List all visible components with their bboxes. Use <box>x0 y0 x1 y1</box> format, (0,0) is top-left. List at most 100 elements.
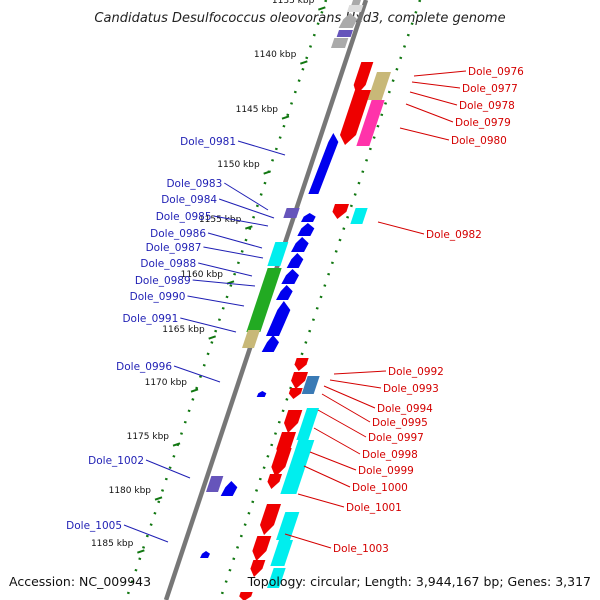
gene-label-right: Dole_0978 <box>459 100 515 112</box>
gene-label-left: Dole_0991 <box>122 313 178 325</box>
leader-line <box>284 533 332 549</box>
tick-label: 1150 kbp <box>217 160 260 170</box>
tick-mark <box>154 496 163 501</box>
forward-gene <box>297 223 315 236</box>
gene-label-right: Dole_0995 <box>372 417 428 429</box>
reverse-gene <box>267 568 286 588</box>
tick-label: 1160 kbp <box>181 270 224 280</box>
forward-gene <box>242 330 261 348</box>
forward-gene <box>291 237 309 252</box>
reverse-gene <box>340 90 372 145</box>
topology-text: Topology: circular; Length: 3,944,167 bp… <box>247 574 591 589</box>
reverse-gene <box>239 592 253 600</box>
forward-gene <box>336 30 354 37</box>
reverse-gene <box>271 448 292 477</box>
forward-gene <box>261 335 280 352</box>
forward-gene <box>286 253 304 268</box>
leader-line <box>198 262 253 277</box>
tick-mark <box>172 442 181 447</box>
forward-gene <box>283 208 300 218</box>
leader-line <box>309 451 357 471</box>
leader-line <box>237 140 286 156</box>
leader-line <box>409 91 458 106</box>
reverse-gene <box>291 372 309 389</box>
forward-gene <box>308 133 339 194</box>
gene-label-right: Dole_0977 <box>462 83 518 95</box>
reverse-gene <box>294 358 309 371</box>
forward-gene <box>206 476 224 492</box>
gene-label-left: Dole_0985 <box>156 211 212 223</box>
reverse-gene <box>280 440 315 494</box>
tick-mark <box>245 225 253 230</box>
reverse-gene <box>350 208 368 224</box>
reverse-gene <box>252 536 272 561</box>
gene-label-right: Dole_0992 <box>388 366 444 378</box>
leader-line <box>192 279 256 287</box>
forward-gene <box>266 301 291 336</box>
reverse-gene <box>276 512 300 540</box>
leader-line <box>123 524 169 543</box>
leader-line <box>213 215 269 227</box>
gene-label-left: Dole_0996 <box>116 361 172 373</box>
tick-mark <box>190 388 199 393</box>
leader-line <box>180 317 237 333</box>
tick-mark <box>300 60 308 65</box>
leader-line <box>303 465 351 488</box>
map-title: Candidatus Desulfococcus oleovorans Hxd3… <box>94 11 505 26</box>
tick-label: 1140 kbp <box>254 50 297 60</box>
reverse-gene <box>301 376 320 394</box>
tick-mark <box>281 115 290 120</box>
leader-line <box>317 409 367 438</box>
gene-label-right: Dole_1000 <box>352 482 408 494</box>
tick-mark <box>208 335 217 340</box>
reverse-gene <box>332 204 350 219</box>
tick-mark <box>318 6 326 11</box>
leader-line <box>145 459 191 479</box>
leader-line <box>224 182 269 211</box>
gene-label-left: Dole_0990 <box>130 291 186 303</box>
leader-line <box>313 427 361 455</box>
forward-gene <box>220 481 238 496</box>
forward-gene <box>200 551 211 558</box>
forward-gene <box>301 213 316 222</box>
forward-gene <box>351 0 361 6</box>
gene-label-right: Dole_0976 <box>468 66 524 78</box>
leader-line <box>329 379 382 389</box>
reverse-gene <box>356 100 385 146</box>
reverse-gene <box>260 504 282 535</box>
tick-label: 1145 kbp <box>236 105 279 115</box>
reverse-gene <box>288 388 303 399</box>
gene-label-left: Dole_0984 <box>161 194 217 206</box>
forward-gene <box>267 242 289 266</box>
gene-label-left: Dole_0987 <box>146 242 202 254</box>
gene-labels: Dole_0981 Dole_0983 Dole_0984 Dole_0985 Dole… <box>66 66 524 555</box>
leader-line <box>377 221 425 235</box>
reverse-gene <box>267 474 283 489</box>
gene-label-left: Dole_0981 <box>180 136 236 148</box>
forward-gene <box>256 391 267 397</box>
tick-label: 1185 kbp <box>91 539 134 549</box>
gene-label-right: Dole_0997 <box>368 432 424 444</box>
gene-label-left: Dole_0989 <box>135 275 191 287</box>
leader-line <box>411 81 461 89</box>
tick-label: 1135 kbp <box>272 0 315 6</box>
forward-gene <box>331 38 349 48</box>
tick-label: 1170 kbp <box>145 378 188 388</box>
leader-line <box>187 295 245 307</box>
reverse-gene <box>296 408 320 440</box>
gene-label-right: Dole_0979 <box>455 117 511 129</box>
leader-line <box>207 232 263 249</box>
reverse-gene <box>250 560 266 577</box>
reverse-gene <box>353 62 374 95</box>
reverse-gene <box>284 410 303 433</box>
gene-label-right: Dole_0994 <box>377 403 433 415</box>
forward-gene <box>281 269 300 284</box>
forward-gene <box>347 5 364 12</box>
gene-label-left: Dole_0988 <box>140 258 196 270</box>
leader-line <box>405 103 454 123</box>
accession-text: Accession: NC_009943 <box>9 574 152 589</box>
leader-line <box>323 385 376 409</box>
tick-mark <box>263 170 271 175</box>
